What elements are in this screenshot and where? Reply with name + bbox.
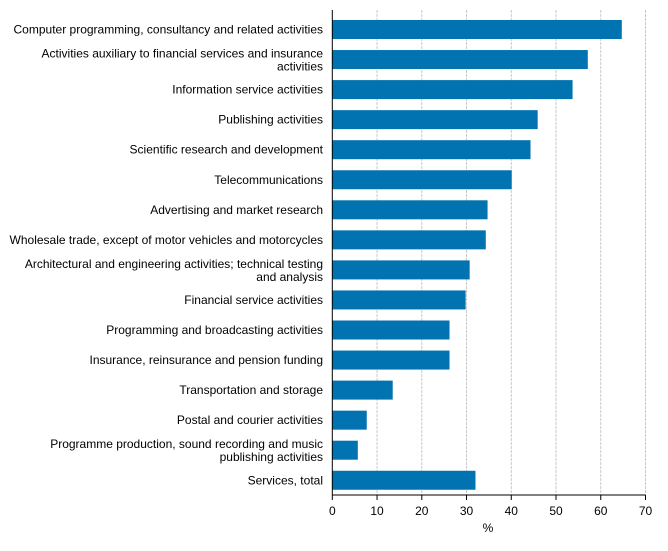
bar xyxy=(332,110,538,130)
category-label: Transportation and storage xyxy=(179,383,323,397)
x-tick-label: 0 xyxy=(329,504,336,518)
category-label: and analysis xyxy=(256,270,323,284)
category-label: Wholesale trade, except of motor vehicle… xyxy=(10,233,323,247)
bar xyxy=(332,260,470,280)
category-label: Scientific research and development xyxy=(130,143,324,157)
bar xyxy=(332,350,450,370)
bar xyxy=(332,230,486,250)
category-label: Programming and broadcasting activities xyxy=(106,323,323,337)
x-tick-label: 20 xyxy=(415,504,429,518)
category-label: Publishing activities xyxy=(218,113,323,127)
bar xyxy=(332,200,488,220)
x-tick-label: 70 xyxy=(639,504,653,518)
category-label: Advertising and market research xyxy=(150,203,323,217)
category-label: Services, total xyxy=(248,473,323,487)
bar xyxy=(332,80,573,100)
bar xyxy=(332,320,450,340)
x-tick-label: 60 xyxy=(594,504,608,518)
category-label: Computer programming, consultancy and re… xyxy=(14,23,323,37)
x-tick-label: 50 xyxy=(549,504,563,518)
bar xyxy=(332,140,531,160)
x-tick-label: 40 xyxy=(505,504,519,518)
category-label: Financial service activities xyxy=(184,293,323,307)
category-label: Activities auxiliary to financial servic… xyxy=(42,47,324,61)
category-label: Postal and courier activities xyxy=(177,413,323,427)
x-axis-label: % xyxy=(483,521,494,535)
category-label: activities xyxy=(277,60,323,74)
category-label: Information service activities xyxy=(172,83,323,97)
category-label: Telecommunications xyxy=(214,173,323,187)
bar xyxy=(332,410,367,430)
bar xyxy=(332,380,393,400)
bar xyxy=(332,290,466,310)
bar xyxy=(332,20,622,39)
bar xyxy=(332,50,588,70)
bar xyxy=(332,440,358,460)
category-label: Programme production, sound recording an… xyxy=(50,437,323,451)
bar xyxy=(332,170,512,190)
category-label: Architectural and engineering activities… xyxy=(25,257,323,271)
category-label: Insurance, reinsurance and pension fundi… xyxy=(90,353,324,367)
bar xyxy=(332,470,476,490)
x-tick-label: 30 xyxy=(460,504,474,518)
x-tick-label: 10 xyxy=(370,504,384,518)
category-label: publishing activities xyxy=(220,450,323,464)
